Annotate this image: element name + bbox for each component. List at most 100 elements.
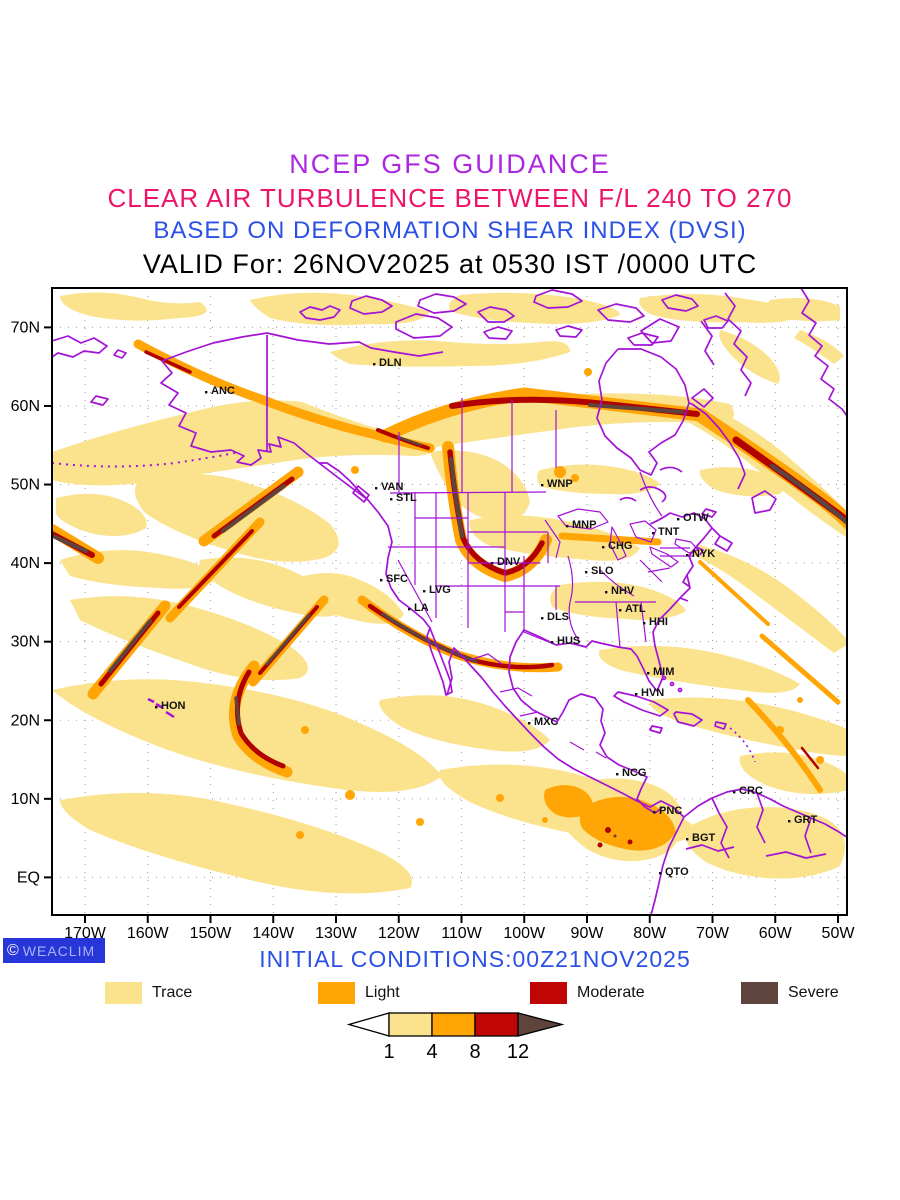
latlon-grid-layer: [52, 288, 847, 915]
station-label-STL: STL: [396, 492, 417, 504]
station-label-SFC: SFC: [386, 573, 408, 585]
lon-tick-label: 50W: [822, 925, 856, 942]
station-label-HUS: HUS: [557, 635, 580, 647]
legend-label: Light: [365, 984, 400, 1001]
station-label-OTW: OTW: [683, 512, 709, 524]
station-label-MXC: MXC: [534, 716, 559, 728]
colorbar-value: 8: [469, 1041, 480, 1063]
lat-tick-label: 10N: [11, 791, 40, 808]
station-label-WNP: WNP: [547, 478, 573, 490]
station-label-NCG: NCG: [622, 767, 646, 779]
colorbar-value: 12: [507, 1041, 529, 1063]
station-label-LA: LA: [414, 602, 429, 614]
title-valid-time: VALID For: 26NOV2025 at 0530 IST /0000 U…: [142, 249, 758, 279]
station-marker: [541, 484, 544, 487]
lat-tick-label: 60N: [11, 398, 40, 415]
turbulence-trace-layer: [52, 292, 847, 894]
station-marker: [647, 672, 650, 675]
title-product: CLEAR AIR TURBULENCE BETWEEN F/L 240 TO …: [107, 183, 793, 213]
station-marker: [635, 693, 638, 696]
station-marker: [677, 518, 680, 521]
station-label-ANC: ANC: [211, 385, 235, 397]
station-marker: [566, 525, 569, 528]
lon-tick-label: 80W: [633, 925, 667, 942]
station-marker: [375, 487, 378, 490]
station-marker: [155, 706, 158, 709]
station-label-DLN: DLN: [379, 357, 402, 369]
station-label-HON: HON: [161, 700, 186, 712]
lon-tick-label: 140W: [252, 925, 295, 942]
lat-tick-label: 50N: [11, 477, 40, 494]
lon-tick-label: 60W: [759, 925, 793, 942]
station-marker: [643, 622, 646, 625]
station-label-NHV: NHV: [611, 585, 635, 597]
station-marker: [605, 591, 608, 594]
station-label-DLS: DLS: [547, 611, 569, 623]
station-marker: [653, 811, 656, 814]
lon-tick-label: 70W: [696, 925, 730, 942]
lon-tick-label: 120W: [378, 925, 421, 942]
lon-tick-label: 130W: [315, 925, 358, 942]
station-marker: [686, 554, 689, 557]
legend-item-light: Light: [318, 981, 400, 1005]
station-marker: [528, 722, 531, 725]
coastlines: [52, 288, 847, 915]
copyright-icon: ©: [7, 941, 19, 959]
station-label-LVG: LVG: [429, 584, 451, 596]
station-marker: [616, 773, 619, 776]
station-marker: [585, 571, 588, 574]
station-label-TNT: TNT: [658, 526, 680, 538]
title-model: NCEP GFS GUIDANCE: [289, 149, 611, 179]
colorbar-value: 4: [426, 1041, 437, 1063]
station-marker: [390, 498, 393, 501]
colorbar-value: 1: [383, 1041, 394, 1063]
turbulence-severe-layer: [53, 403, 847, 838]
legend-swatch: [318, 982, 355, 1004]
legend-label: Moderate: [577, 984, 645, 1001]
legend-swatch: [530, 982, 567, 1004]
lat-tick-label: 40N: [11, 555, 40, 572]
station-label-GRT: GRT: [794, 814, 818, 826]
station-label-PNC: PNC: [659, 805, 682, 817]
station-label-HHI: HHI: [649, 616, 668, 628]
station-marker: [686, 838, 689, 841]
legend-swatch: [105, 982, 142, 1004]
station-label-VAN: VAN: [381, 481, 403, 493]
initial-conditions-text: INITIAL CONDITIONS:00Z21NOV2025: [259, 946, 691, 972]
axes-layer: 70N 60N 50N 40N 30N 20N 10N EQ 170W 160W 150W 140W 1…: [11, 319, 856, 942]
station-marker: [619, 609, 622, 612]
station-marker: [205, 391, 208, 394]
geography-layer: [52, 288, 847, 915]
station-marker: [551, 641, 554, 644]
station-marker: [408, 608, 411, 611]
lon-tick-label: 110W: [441, 925, 483, 942]
lon-tick-label: 100W: [503, 925, 546, 942]
station-marker: [373, 363, 376, 366]
colorbar-cell: [474, 1012, 519, 1037]
station-label-ATL: ATL: [625, 603, 646, 615]
station-marker: [423, 590, 426, 593]
legend-item-trace: Trace: [105, 981, 192, 1005]
map-frame: [51, 287, 848, 916]
station-marker: [541, 617, 544, 620]
station-marker: [733, 791, 736, 794]
lat-tick-label: 20N: [11, 712, 40, 729]
legend-swatch: [741, 982, 778, 1004]
colorbar-arrow-left: [346, 1012, 390, 1037]
station-label-BGT: BGT: [692, 832, 716, 844]
station-label-MNP: MNP: [572, 519, 596, 531]
lon-tick-label: 150W: [190, 925, 233, 942]
logo-text: WEACLIM: [22, 942, 96, 959]
station-marker: [788, 820, 791, 823]
lon-tick-label: 160W: [127, 925, 170, 942]
station-label-CHG: CHG: [608, 540, 632, 552]
colorbar-arrow-right: [517, 1012, 565, 1037]
station-marker: [652, 532, 655, 535]
colorbar-cell: [388, 1012, 433, 1037]
legend-item-moderate: Moderate: [530, 981, 645, 1005]
legend-item-severe: Severe: [741, 981, 839, 1005]
station-marker: [491, 562, 494, 565]
lon-tick-label: 90W: [571, 925, 605, 942]
lat-tick-label: 30N: [11, 634, 40, 651]
